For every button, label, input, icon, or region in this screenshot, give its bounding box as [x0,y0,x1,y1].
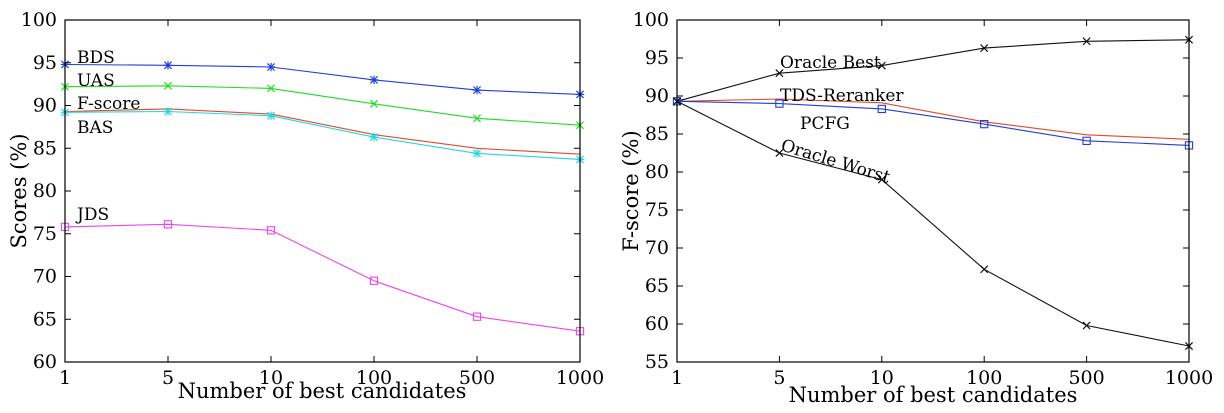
right-y-tick-label: 65 [645,275,669,297]
left-x-tick-label: 10 [259,367,283,389]
right-y-tick-label: 60 [645,313,669,335]
left-point-bas [369,132,379,142]
left-series-line-bas [64,110,581,160]
left-point-bas [472,149,482,158]
left-y-tick-label: 80 [33,180,57,202]
left-series-label-uas: UAS [77,71,115,91]
left-point-jds [163,220,173,229]
left-point-uas [369,99,379,108]
left-y-tick-label: 85 [33,137,57,159]
left-y-axis-title: Scores (%) [7,133,31,248]
left-series-label-f-score: F-score [77,94,140,114]
right-y-tick-label: 95 [645,47,669,69]
right-series-label-oracle-worst: Oracle Worst [779,136,893,188]
right-y-axis-title: F-score (%) [619,130,643,251]
left-series-line-f-score [64,108,581,155]
left-point-bds [472,85,482,95]
right-point-oracle-worst [775,148,784,158]
left-y-tick-label: 75 [33,223,57,245]
right-x-tick-label: 100 [966,367,1002,389]
right-series-label-pcfg: PCFG [800,114,850,134]
left-x-tick-label: 1000 [556,367,604,389]
left-y-tick-label: 65 [33,308,57,330]
right-series-line-oracle-best [676,39,1190,102]
right-point-pcfg [775,99,784,108]
right-y-tick-label: 80 [645,161,669,183]
left-y-tick-label: 100 [21,9,57,31]
right-y-tick-label: 55 [645,351,669,373]
right-x-tick-label: 10 [870,367,894,389]
right-series-line-tds-reranker [676,98,1190,140]
left-series-label-jds: JDS [75,205,109,225]
right-series-line-oracle-worst [676,100,1190,347]
left-point-uas [266,84,276,93]
right-series-label-tds-reranker: TDS-Reranker [780,86,904,106]
right-plot-frame [676,19,1190,363]
left-y-tick-label: 70 [33,266,57,288]
right-y-tick-label: 75 [645,199,669,221]
right-y-tick-label: 90 [645,85,669,107]
right-point-oracle-worst [1082,321,1091,330]
left-series-line-uas [64,85,581,126]
right-x-tick-label: 1000 [1165,367,1213,389]
right-point-oracle-best [775,69,784,78]
left-y-tick-label: 95 [33,52,57,74]
left-x-tick-label: 500 [459,367,495,389]
left-point-uas [472,114,482,123]
left-point-bds [369,75,379,85]
right-x-axis-title: Number of best candidates [789,383,1078,407]
right-series-label-oracle-best: Oracle Best [780,53,881,73]
left-point-uas [163,81,173,90]
right-y-tick-label: 85 [645,123,669,145]
right-point-oracle-worst [877,175,886,184]
right-point-oracle-best [1082,37,1091,46]
right-y-tick-label: 100 [633,9,669,31]
right-point-pcfg [980,119,989,129]
left-x-tick-label: 100 [356,367,392,389]
right-point-oracle-best [877,61,886,70]
left-x-tick-label: 5 [162,367,174,389]
left-y-tick-label: 60 [33,351,57,373]
right-point-pcfg [1082,136,1091,145]
right-point-pcfg [877,104,886,114]
left-point-bas [266,111,276,120]
left-series-label-bds: BDS [77,48,115,68]
left-point-jds [369,276,379,285]
left-point-jds [266,226,276,235]
right-x-tick-label: 5 [773,367,785,389]
right-point-oracle-best [980,44,989,53]
left-x-tick-label: 1 [59,367,71,389]
left-point-jds [472,312,482,321]
left-x-axis-title: Number of best candidates [178,379,467,403]
right-y-tick-label: 70 [645,237,669,259]
left-point-bds [266,62,276,72]
left-point-bas [163,107,173,116]
left-chart: BDS UAS F-score BAS JDS 1 5 10 100 500 1000 60 65 70… [7,9,604,403]
right-x-tick-label: 500 [1068,367,1104,389]
left-series-line-jds [64,223,581,332]
left-point-bds [163,61,173,70]
right-point-oracle-worst [980,265,989,274]
left-y-tick-label: 90 [33,95,57,117]
right-series-line-pcfg [676,100,1190,146]
left-series-label-bas: BAS [77,118,113,138]
right-x-tick-label: 1 [671,367,683,389]
left-series-line-bds [64,63,581,95]
left-plot-frame [64,19,581,363]
